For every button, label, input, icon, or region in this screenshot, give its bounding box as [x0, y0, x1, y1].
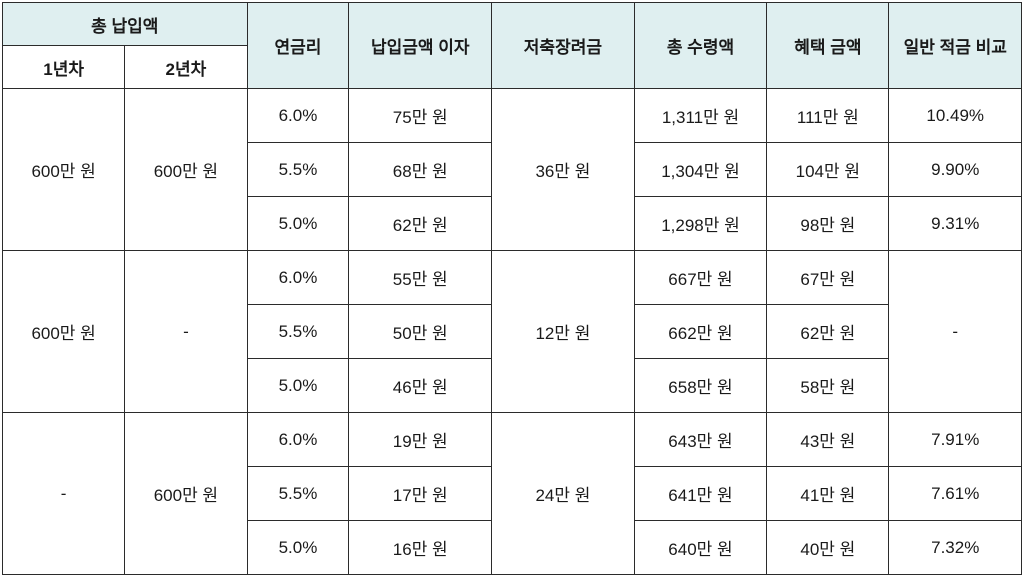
cell-compare: 7.91% — [889, 413, 1022, 467]
cell-benefit: 40만 원 — [767, 521, 889, 575]
cell-year2: 600만 원 — [125, 413, 247, 575]
savings-comparison-table: 총 납입액 연금리 납입금액 이자 저축장려금 총 수령액 혜택 금액 일반 적… — [2, 2, 1022, 575]
col-header-incentive: 저축장려금 — [492, 3, 635, 89]
cell-benefit: 104만 원 — [767, 143, 889, 197]
cell-compare: 9.90% — [889, 143, 1022, 197]
cell-benefit: 41만 원 — [767, 467, 889, 521]
cell-total: 640만 원 — [634, 521, 766, 575]
cell-benefit: 43만 원 — [767, 413, 889, 467]
table-head: 총 납입액 연금리 납입금액 이자 저축장려금 총 수령액 혜택 금액 일반 적… — [3, 3, 1022, 89]
col-header-year2: 2년차 — [125, 46, 247, 89]
cell-rate: 5.0% — [247, 197, 349, 251]
cell-interest: 62만 원 — [349, 197, 492, 251]
cell-year2: 600만 원 — [125, 89, 247, 251]
cell-interest: 19만 원 — [349, 413, 492, 467]
cell-compare: 9.31% — [889, 197, 1022, 251]
cell-total: 667만 원 — [634, 251, 766, 305]
col-header-benefit: 혜택 금액 — [767, 3, 889, 89]
col-header-interest: 납입금액 이자 — [349, 3, 492, 89]
cell-total: 1,304만 원 — [634, 143, 766, 197]
cell-total: 1,298만 원 — [634, 197, 766, 251]
col-header-total-payment: 총 납입액 — [3, 3, 248, 46]
cell-rate: 6.0% — [247, 251, 349, 305]
cell-year1: 600만 원 — [3, 251, 125, 413]
cell-rate: 5.5% — [247, 467, 349, 521]
cell-interest: 75만 원 — [349, 89, 492, 143]
cell-incentive: 24만 원 — [492, 413, 635, 575]
cell-total: 1,311만 원 — [634, 89, 766, 143]
cell-interest: 16만 원 — [349, 521, 492, 575]
table-row: 600만 원 - 6.0% 55만 원 12만 원 667만 원 67만 원 - — [3, 251, 1022, 305]
cell-rate: 5.0% — [247, 359, 349, 413]
cell-total: 641만 원 — [634, 467, 766, 521]
cell-benefit: 98만 원 — [767, 197, 889, 251]
table-row: 600만 원 600만 원 6.0% 75만 원 36만 원 1,311만 원 … — [3, 89, 1022, 143]
cell-interest: 50만 원 — [349, 305, 492, 359]
cell-year1: - — [3, 413, 125, 575]
cell-compare: - — [889, 251, 1022, 413]
col-header-year1: 1년차 — [3, 46, 125, 89]
cell-benefit: 62만 원 — [767, 305, 889, 359]
cell-incentive: 36만 원 — [492, 89, 635, 251]
cell-benefit: 67만 원 — [767, 251, 889, 305]
cell-total: 658만 원 — [634, 359, 766, 413]
cell-incentive: 12만 원 — [492, 251, 635, 413]
cell-total: 643만 원 — [634, 413, 766, 467]
cell-year2: - — [125, 251, 247, 413]
cell-benefit: 111만 원 — [767, 89, 889, 143]
col-header-rate: 연금리 — [247, 3, 349, 89]
cell-interest: 46만 원 — [349, 359, 492, 413]
cell-rate: 6.0% — [247, 89, 349, 143]
cell-rate: 6.0% — [247, 413, 349, 467]
cell-interest: 17만 원 — [349, 467, 492, 521]
cell-year1: 600만 원 — [3, 89, 125, 251]
cell-rate: 5.5% — [247, 305, 349, 359]
col-header-total-receive: 총 수령액 — [634, 3, 766, 89]
cell-compare: 7.61% — [889, 467, 1022, 521]
cell-total: 662만 원 — [634, 305, 766, 359]
table-row: - 600만 원 6.0% 19만 원 24만 원 643만 원 43만 원 7… — [3, 413, 1022, 467]
cell-rate: 5.0% — [247, 521, 349, 575]
table-body: 600만 원 600만 원 6.0% 75만 원 36만 원 1,311만 원 … — [3, 89, 1022, 575]
cell-interest: 68만 원 — [349, 143, 492, 197]
cell-benefit: 58만 원 — [767, 359, 889, 413]
col-header-compare: 일반 적금 비교 — [889, 3, 1022, 89]
cell-rate: 5.5% — [247, 143, 349, 197]
cell-compare: 7.32% — [889, 521, 1022, 575]
cell-interest: 55만 원 — [349, 251, 492, 305]
cell-compare: 10.49% — [889, 89, 1022, 143]
